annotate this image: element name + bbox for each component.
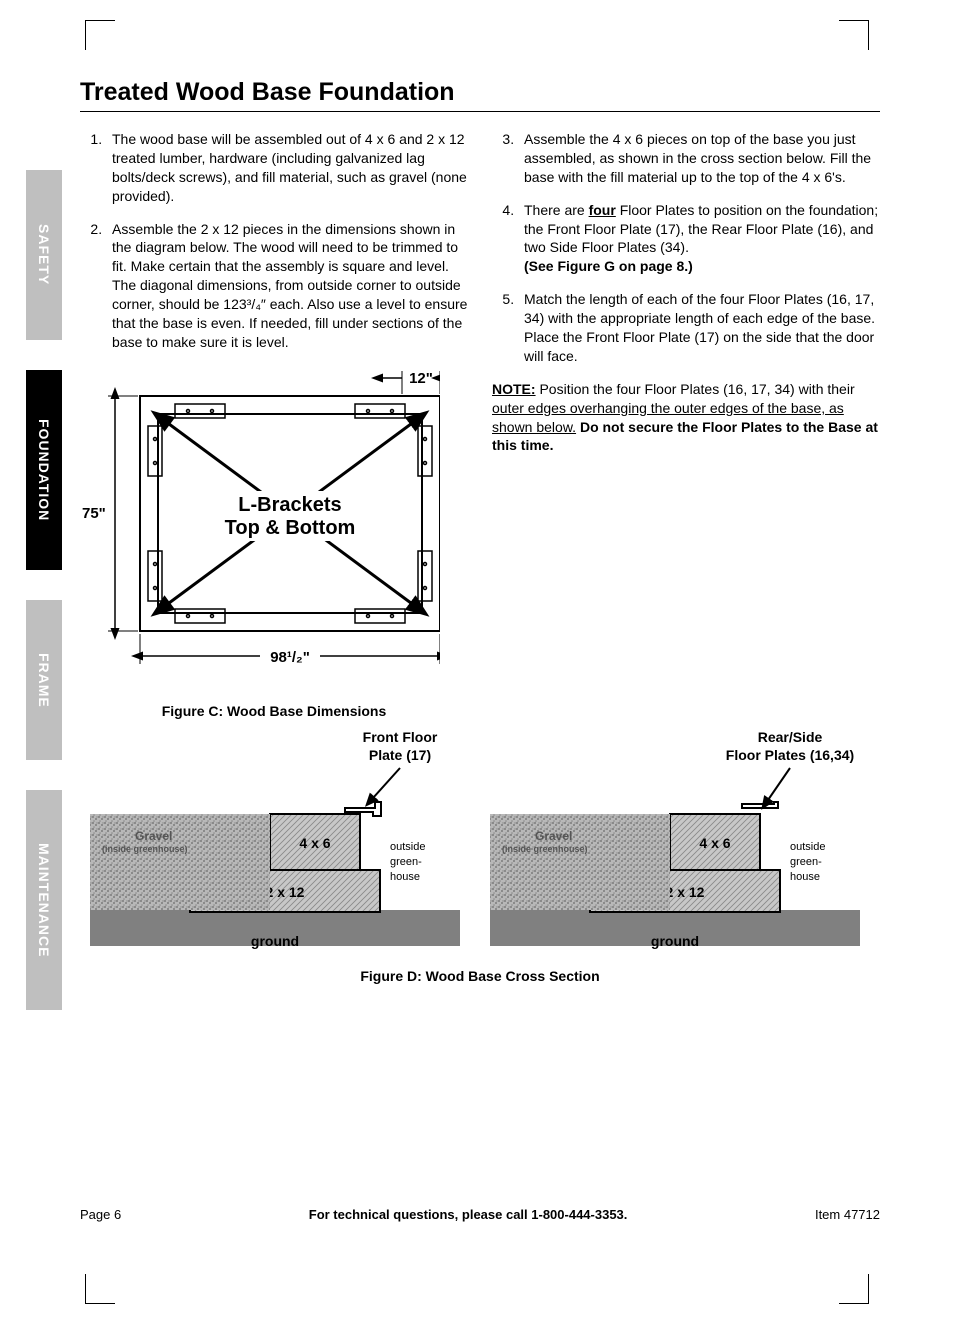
figd-right-title1: Rear/Side	[758, 729, 823, 745]
page-content: Treated Wood Base Foundation The wood ba…	[80, 78, 880, 721]
figc-dim-top: 12"	[409, 370, 433, 387]
crop-mark-tr	[839, 20, 869, 50]
figc-label2: Top & Bottom	[225, 517, 356, 539]
tab-maintenance: MAINTENANCE	[26, 790, 62, 1010]
right-column: Assemble the 4 x 6 pieces on top of the …	[492, 130, 880, 721]
note-label: NOTE:	[492, 381, 536, 397]
figc-dim-left: 75"	[82, 505, 106, 522]
note-paragraph: NOTE: Position the four Floor Plates (16…	[492, 380, 880, 456]
figd-left-title2: Plate (17)	[369, 747, 431, 763]
left-column: The wood base will be assembled out of 4…	[80, 130, 468, 721]
figc-label1: L-Brackets	[238, 494, 341, 516]
figd-left-title1: Front Floor	[363, 729, 438, 745]
figd-outside2-l: green-	[390, 856, 422, 868]
footer-phone: For technical questions, please call 1-8…	[309, 1207, 628, 1222]
side-tabs: SAFETY FOUNDATION FRAME MAINTENANCE	[26, 170, 66, 1040]
step-2: Assemble the 2 x 12 pieces in the dimens…	[106, 220, 468, 352]
crop-mark-tl	[85, 20, 115, 50]
page-title: Treated Wood Base Foundation	[80, 78, 880, 112]
tab-foundation: FOUNDATION	[26, 370, 62, 570]
figd-outside3-r: house	[790, 871, 820, 883]
figd-right-title2: Floor Plates (16,34)	[726, 747, 854, 763]
crop-mark-bl	[85, 1274, 115, 1304]
figd-gravel-sub-left: (inside greenhouse)	[102, 844, 188, 854]
figd-outside1-r: outside	[790, 841, 825, 853]
figd-gravel-sub-right: (inside greenhouse)	[502, 844, 588, 854]
figure-d-caption: Figure D: Wood Base Cross Section	[80, 968, 880, 984]
tab-frame: FRAME	[26, 600, 62, 760]
figd-ground-right: ground	[651, 933, 699, 949]
figd-outside2-r: green-	[790, 856, 822, 868]
page-footer: Page 6 For technical questions, please c…	[80, 1207, 880, 1222]
figd-2x12-right: 2 x 12	[666, 884, 705, 900]
figd-ground-left: ground	[251, 933, 299, 949]
figd-outside1-l: outside	[390, 841, 425, 853]
figure-c-caption: Figure C: Wood Base Dimensions	[80, 702, 468, 721]
figure-d: Front Floor Plate (17) ground 2 x 12 4 x…	[80, 720, 880, 984]
footer-page: Page 6	[80, 1207, 121, 1222]
step-5: Match the length of each of the four Flo…	[518, 290, 880, 366]
crop-mark-br	[839, 1274, 869, 1304]
note-text1: Position the four Floor Plates (16, 17, …	[539, 381, 854, 397]
step-4: There are four Floor Plates to position …	[518, 201, 880, 277]
figd-2x12-left: 2 x 12	[266, 884, 305, 900]
step-1: The wood base will be assembled out of 4…	[106, 130, 468, 206]
figd-gravel-right: Gravel	[535, 829, 572, 843]
figc-dim-bottom: 98¹/₂"	[270, 649, 310, 666]
figd-gravel-left: Gravel	[135, 829, 172, 843]
figd-4x6-right: 4 x 6	[699, 835, 730, 851]
footer-item: Item 47712	[815, 1207, 880, 1222]
tab-safety: SAFETY	[26, 170, 62, 340]
figd-4x6-left: 4 x 6	[299, 835, 330, 851]
figure-c: L-Brackets Top & Bottom 75" 98¹/₂"	[80, 366, 440, 696]
step-3: Assemble the 4 x 6 pieces on top of the …	[518, 130, 880, 187]
figd-outside3-l: house	[390, 871, 420, 883]
